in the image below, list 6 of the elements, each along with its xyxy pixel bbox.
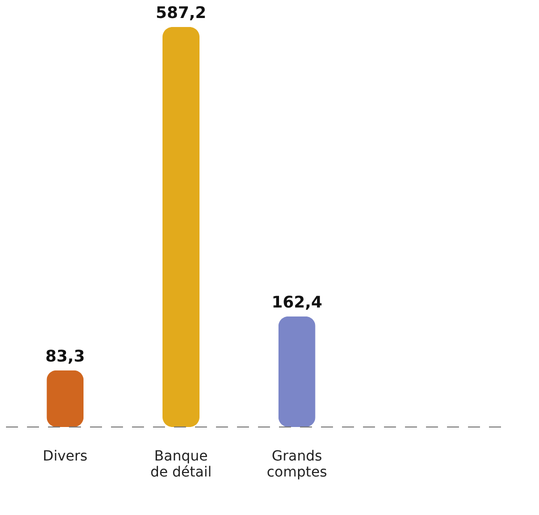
data-label: 83,3 xyxy=(45,346,85,366)
data-label: 587,2 xyxy=(156,3,206,22)
x-tick-label: Divers xyxy=(42,448,88,464)
x-tick-label: Banque de détail xyxy=(150,448,212,480)
x-tick-label: Grands comptes xyxy=(266,448,327,480)
data-label: 162,4 xyxy=(272,292,322,312)
